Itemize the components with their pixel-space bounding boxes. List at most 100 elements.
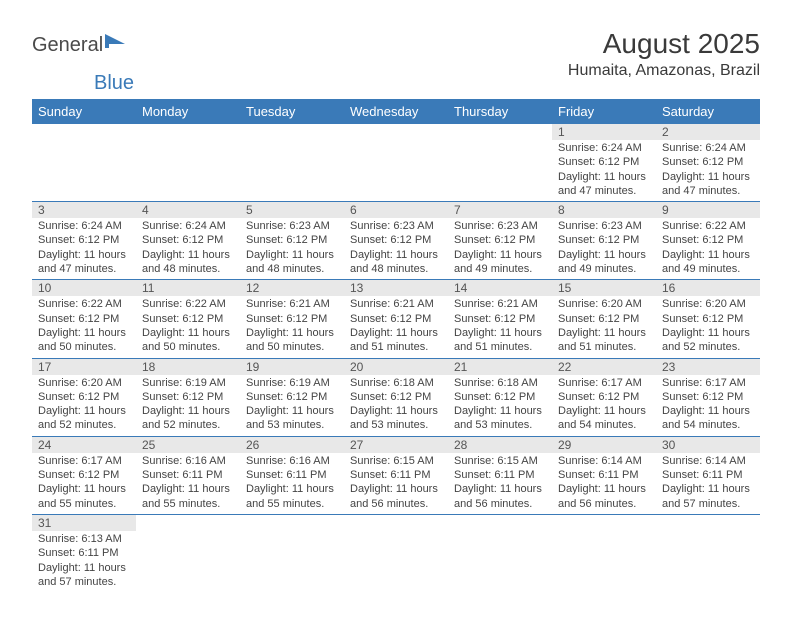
day-number: 30 [656, 437, 760, 453]
day-number: 1 [552, 124, 656, 140]
calendar-week-row: 10Sunrise: 6:22 AMSunset: 6:12 PMDayligh… [32, 280, 760, 358]
weekday-header: Tuesday [240, 99, 344, 124]
calendar-day-cell [344, 514, 448, 592]
day-number: 21 [448, 359, 552, 375]
calendar-day-cell: 4Sunrise: 6:24 AMSunset: 6:12 PMDaylight… [136, 202, 240, 280]
day-number: 20 [344, 359, 448, 375]
day-number: 12 [240, 280, 344, 296]
day-details: Sunrise: 6:18 AMSunset: 6:12 PMDaylight:… [448, 375, 552, 436]
day-number: 14 [448, 280, 552, 296]
calendar-week-row: 17Sunrise: 6:20 AMSunset: 6:12 PMDayligh… [32, 358, 760, 436]
day-details: Sunrise: 6:23 AMSunset: 6:12 PMDaylight:… [240, 218, 344, 279]
calendar-day-cell: 10Sunrise: 6:22 AMSunset: 6:12 PMDayligh… [32, 280, 136, 358]
calendar-day-cell: 14Sunrise: 6:21 AMSunset: 6:12 PMDayligh… [448, 280, 552, 358]
logo: General [32, 34, 127, 57]
calendar-day-cell: 2Sunrise: 6:24 AMSunset: 6:12 PMDaylight… [656, 124, 760, 202]
day-number: 2 [656, 124, 760, 140]
day-details: Sunrise: 6:24 AMSunset: 6:12 PMDaylight:… [656, 140, 760, 201]
weekday-header: Saturday [656, 99, 760, 124]
day-number: 23 [656, 359, 760, 375]
day-details: Sunrise: 6:21 AMSunset: 6:12 PMDaylight:… [344, 296, 448, 357]
day-details: Sunrise: 6:22 AMSunset: 6:12 PMDaylight:… [136, 296, 240, 357]
day-details: Sunrise: 6:17 AMSunset: 6:12 PMDaylight:… [656, 375, 760, 436]
day-details: Sunrise: 6:14 AMSunset: 6:11 PMDaylight:… [656, 453, 760, 514]
day-details: Sunrise: 6:23 AMSunset: 6:12 PMDaylight:… [448, 218, 552, 279]
calendar-day-cell: 15Sunrise: 6:20 AMSunset: 6:12 PMDayligh… [552, 280, 656, 358]
day-number: 4 [136, 202, 240, 218]
calendar-day-cell: 5Sunrise: 6:23 AMSunset: 6:12 PMDaylight… [240, 202, 344, 280]
flag-icon [105, 34, 127, 55]
day-number: 17 [32, 359, 136, 375]
calendar-day-cell: 29Sunrise: 6:14 AMSunset: 6:11 PMDayligh… [552, 436, 656, 514]
day-details: Sunrise: 6:14 AMSunset: 6:11 PMDaylight:… [552, 453, 656, 514]
day-details: Sunrise: 6:20 AMSunset: 6:12 PMDaylight:… [32, 375, 136, 436]
day-number: 3 [32, 202, 136, 218]
day-details: Sunrise: 6:16 AMSunset: 6:11 PMDaylight:… [136, 453, 240, 514]
weekday-header: Wednesday [344, 99, 448, 124]
weekday-header-row: Sunday Monday Tuesday Wednesday Thursday… [32, 99, 760, 124]
calendar-day-cell: 30Sunrise: 6:14 AMSunset: 6:11 PMDayligh… [656, 436, 760, 514]
day-details: Sunrise: 6:17 AMSunset: 6:12 PMDaylight:… [552, 375, 656, 436]
calendar-day-cell: 8Sunrise: 6:23 AMSunset: 6:12 PMDaylight… [552, 202, 656, 280]
day-number: 25 [136, 437, 240, 453]
calendar-day-cell: 22Sunrise: 6:17 AMSunset: 6:12 PMDayligh… [552, 358, 656, 436]
day-number: 10 [32, 280, 136, 296]
day-details: Sunrise: 6:22 AMSunset: 6:12 PMDaylight:… [32, 296, 136, 357]
day-details: Sunrise: 6:20 AMSunset: 6:12 PMDaylight:… [552, 296, 656, 357]
day-details: Sunrise: 6:21 AMSunset: 6:12 PMDaylight:… [448, 296, 552, 357]
day-number: 29 [552, 437, 656, 453]
weekday-header: Thursday [448, 99, 552, 124]
calendar-day-cell: 28Sunrise: 6:15 AMSunset: 6:11 PMDayligh… [448, 436, 552, 514]
weekday-header: Monday [136, 99, 240, 124]
calendar-day-cell: 12Sunrise: 6:21 AMSunset: 6:12 PMDayligh… [240, 280, 344, 358]
day-details: Sunrise: 6:22 AMSunset: 6:12 PMDaylight:… [656, 218, 760, 279]
day-details: Sunrise: 6:23 AMSunset: 6:12 PMDaylight:… [344, 218, 448, 279]
day-details: Sunrise: 6:23 AMSunset: 6:12 PMDaylight:… [552, 218, 656, 279]
calendar-day-cell [32, 124, 136, 202]
page-title: August 2025 [568, 28, 760, 60]
day-number: 7 [448, 202, 552, 218]
day-number: 24 [32, 437, 136, 453]
calendar-day-cell: 11Sunrise: 6:22 AMSunset: 6:12 PMDayligh… [136, 280, 240, 358]
day-number: 31 [32, 515, 136, 531]
calendar-day-cell [136, 514, 240, 592]
weekday-header: Friday [552, 99, 656, 124]
day-details: Sunrise: 6:20 AMSunset: 6:12 PMDaylight:… [656, 296, 760, 357]
calendar-day-cell [344, 124, 448, 202]
calendar-day-cell: 17Sunrise: 6:20 AMSunset: 6:12 PMDayligh… [32, 358, 136, 436]
day-details: Sunrise: 6:24 AMSunset: 6:12 PMDaylight:… [32, 218, 136, 279]
logo-text-general: General [32, 34, 103, 57]
day-details: Sunrise: 6:24 AMSunset: 6:12 PMDaylight:… [552, 140, 656, 201]
calendar-day-cell: 25Sunrise: 6:16 AMSunset: 6:11 PMDayligh… [136, 436, 240, 514]
calendar-day-cell: 6Sunrise: 6:23 AMSunset: 6:12 PMDaylight… [344, 202, 448, 280]
day-number: 11 [136, 280, 240, 296]
calendar-day-cell [240, 124, 344, 202]
day-number: 16 [656, 280, 760, 296]
day-details: Sunrise: 6:24 AMSunset: 6:12 PMDaylight:… [136, 218, 240, 279]
calendar-day-cell [552, 514, 656, 592]
day-number: 13 [344, 280, 448, 296]
logo-text-blue: Blue [94, 72, 134, 94]
calendar-day-cell: 23Sunrise: 6:17 AMSunset: 6:12 PMDayligh… [656, 358, 760, 436]
calendar-day-cell [448, 514, 552, 592]
day-number: 5 [240, 202, 344, 218]
calendar-week-row: 1Sunrise: 6:24 AMSunset: 6:12 PMDaylight… [32, 124, 760, 202]
calendar-week-row: 31Sunrise: 6:13 AMSunset: 6:11 PMDayligh… [32, 514, 760, 592]
calendar-day-cell: 13Sunrise: 6:21 AMSunset: 6:12 PMDayligh… [344, 280, 448, 358]
day-details: Sunrise: 6:15 AMSunset: 6:11 PMDaylight:… [448, 453, 552, 514]
calendar-day-cell: 18Sunrise: 6:19 AMSunset: 6:12 PMDayligh… [136, 358, 240, 436]
day-number: 6 [344, 202, 448, 218]
calendar-day-cell: 27Sunrise: 6:15 AMSunset: 6:11 PMDayligh… [344, 436, 448, 514]
calendar-day-cell: 19Sunrise: 6:19 AMSunset: 6:12 PMDayligh… [240, 358, 344, 436]
calendar-day-cell: 26Sunrise: 6:16 AMSunset: 6:11 PMDayligh… [240, 436, 344, 514]
day-details: Sunrise: 6:21 AMSunset: 6:12 PMDaylight:… [240, 296, 344, 357]
calendar-day-cell [240, 514, 344, 592]
calendar-day-cell: 16Sunrise: 6:20 AMSunset: 6:12 PMDayligh… [656, 280, 760, 358]
day-details: Sunrise: 6:19 AMSunset: 6:12 PMDaylight:… [240, 375, 344, 436]
calendar-day-cell: 24Sunrise: 6:17 AMSunset: 6:12 PMDayligh… [32, 436, 136, 514]
day-number: 9 [656, 202, 760, 218]
day-number: 27 [344, 437, 448, 453]
day-number: 18 [136, 359, 240, 375]
day-number: 22 [552, 359, 656, 375]
day-number: 26 [240, 437, 344, 453]
